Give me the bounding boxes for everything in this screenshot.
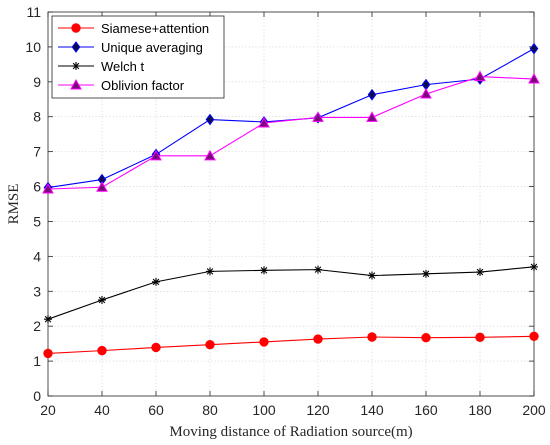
data-point-welch-t xyxy=(368,271,376,280)
asterisk-stroke xyxy=(152,278,160,286)
data-point-siamese-attention xyxy=(97,345,107,356)
data-point-oblivion-factor xyxy=(366,111,378,122)
data-point-oblivion-factor xyxy=(96,181,108,192)
asterisk-stroke xyxy=(206,268,214,275)
legend-label-welch-t: Welch t xyxy=(101,59,144,74)
legend-label-oblivion-factor: Oblivion factor xyxy=(101,78,185,93)
data-point-oblivion-factor xyxy=(528,72,540,84)
data-point-welch-t xyxy=(314,265,322,274)
legend-marker-siamese-attention xyxy=(71,23,81,33)
asterisk-stroke xyxy=(314,266,322,273)
data-point-welch-t xyxy=(152,277,160,286)
legend-marker-oblivion-factor xyxy=(70,78,82,90)
data-point-siamese-attention xyxy=(259,337,269,347)
asterisk-stroke xyxy=(98,296,106,304)
series-line-siamese-attention xyxy=(47,335,535,354)
legend-label-unique-averaging: Unique averaging xyxy=(101,40,203,55)
x-tick-label: 140 xyxy=(360,402,384,418)
asterisk-stroke xyxy=(476,268,484,276)
asterisk-stroke xyxy=(530,263,538,271)
series-welch-t xyxy=(44,262,538,324)
legend-marker-welch-t xyxy=(72,62,80,70)
data-point-siamese-attention xyxy=(367,332,377,342)
y-tick-label: 2 xyxy=(33,318,41,334)
x-tick-label: 100 xyxy=(252,402,276,418)
x-tick-label: 160 xyxy=(414,402,438,418)
data-point-unique-averaging xyxy=(205,113,215,126)
x-tick-label: 40 xyxy=(94,402,110,418)
x-tick-label: 180 xyxy=(468,402,492,418)
x-tick-label: 80 xyxy=(202,402,218,418)
data-point-oblivion-factor xyxy=(312,111,324,122)
asterisk-stroke xyxy=(368,272,376,279)
asterisk-stroke xyxy=(422,270,430,278)
x-tick-label: 60 xyxy=(148,402,164,418)
data-point-unique-averaging xyxy=(367,88,377,101)
x-tick-label: 200 xyxy=(522,402,546,418)
data-point-welch-t xyxy=(260,266,268,275)
y-tick-label: 4 xyxy=(33,248,41,264)
series-line-oblivion-factor xyxy=(47,76,535,190)
series-siamese-attention xyxy=(43,331,539,359)
data-point-welch-t xyxy=(206,267,214,276)
legend-marker-unique-averaging xyxy=(71,41,81,53)
data-point-welch-t xyxy=(530,262,538,271)
y-tick-label: 8 xyxy=(33,109,41,125)
data-point-siamese-attention xyxy=(529,331,539,342)
y-tick-label: 10 xyxy=(25,39,41,55)
y-tick-label: 6 xyxy=(33,179,41,195)
data-point-welch-t xyxy=(44,315,52,324)
data-point-oblivion-factor xyxy=(420,88,432,99)
legend: Siamese+attention Unique averaging Welch t… xyxy=(51,15,225,99)
data-point-siamese-attention xyxy=(313,334,323,344)
data-point-siamese-attention xyxy=(475,332,485,343)
data-point-siamese-attention xyxy=(205,339,215,350)
x-tick-label: 20 xyxy=(40,402,56,418)
legend-box xyxy=(51,15,225,99)
data-point-oblivion-factor xyxy=(258,116,270,128)
data-point-siamese-attention xyxy=(421,333,431,343)
x-tick-label: 120 xyxy=(306,402,330,418)
asterisk-stroke xyxy=(260,267,268,274)
data-point-unique-averaging xyxy=(529,42,539,55)
data-point-oblivion-factor xyxy=(42,182,54,194)
data-point-siamese-attention xyxy=(43,348,53,359)
axes-frame xyxy=(47,11,535,397)
series-group xyxy=(42,42,540,359)
y-tick-label: 1 xyxy=(33,353,41,369)
axes: 20 40 60 80 100 120 140 160 180 200 0 1 2 3 4 5 6 7 8 9 10 11 xyxy=(25,4,545,418)
legend-label-siamese-attention: Siamese+attention xyxy=(101,21,209,36)
series-line-welch-t xyxy=(47,266,535,320)
y-tick-label: 0 xyxy=(33,388,41,404)
data-point-oblivion-factor xyxy=(474,70,486,82)
data-point-welch-t xyxy=(98,296,106,304)
y-tick-label: 3 xyxy=(33,283,41,299)
data-point-welch-t xyxy=(476,268,484,277)
y-tick-label: 7 xyxy=(33,144,41,160)
y-axis-label: RMSE xyxy=(6,184,22,225)
data-point-oblivion-factor xyxy=(150,149,162,161)
data-point-welch-t xyxy=(422,269,430,278)
y-tick-label: 11 xyxy=(26,4,41,20)
y-tick-label: 5 xyxy=(33,213,41,229)
series-oblivion-factor xyxy=(42,70,540,194)
asterisk-stroke xyxy=(44,315,52,323)
asterisk-stroke xyxy=(72,62,80,70)
data-point-siamese-attention xyxy=(151,342,161,353)
data-point-oblivion-factor xyxy=(204,149,216,161)
y-tick-label: 9 xyxy=(33,74,41,90)
x-axis-label: Moving distance of Radiation source(m) xyxy=(169,424,412,440)
